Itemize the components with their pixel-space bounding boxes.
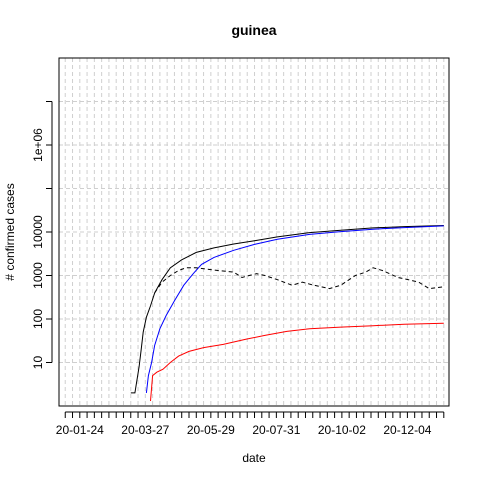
x-tick-label: 20-12-04 xyxy=(383,423,431,437)
x-axis: 20-01-24 20-03-27 20-05-29 20-07-31 20-10-02… xyxy=(56,411,445,437)
y-tick-label: 1000 xyxy=(31,262,45,289)
y-tick-label: 1e+06 xyxy=(31,128,45,162)
y-tick-label: 100 xyxy=(31,309,45,329)
x-axis-label: date xyxy=(242,451,266,465)
series-line xyxy=(145,225,444,393)
x-tick-label: 20-10-02 xyxy=(318,423,366,437)
series-line xyxy=(130,225,444,394)
x-tick-label: 20-07-31 xyxy=(252,423,300,437)
series-line xyxy=(150,322,444,402)
y-tick-label: 10 xyxy=(31,356,45,370)
y-tick-label: 10000 xyxy=(31,215,45,249)
x-tick-label: 20-01-24 xyxy=(56,423,104,437)
grid-lines xyxy=(59,58,449,406)
x-tick-label: 20-05-29 xyxy=(187,423,235,437)
series-line xyxy=(154,267,444,294)
series-lines xyxy=(130,225,444,402)
y-axis-label: # confirmed cases xyxy=(3,183,17,280)
x-tick-label: 20-03-27 xyxy=(121,423,169,437)
chart-title: guinea xyxy=(231,22,276,38)
y-axis: 10 100 1000 10000 1e+06 xyxy=(31,101,53,370)
plot-frame xyxy=(58,57,450,407)
